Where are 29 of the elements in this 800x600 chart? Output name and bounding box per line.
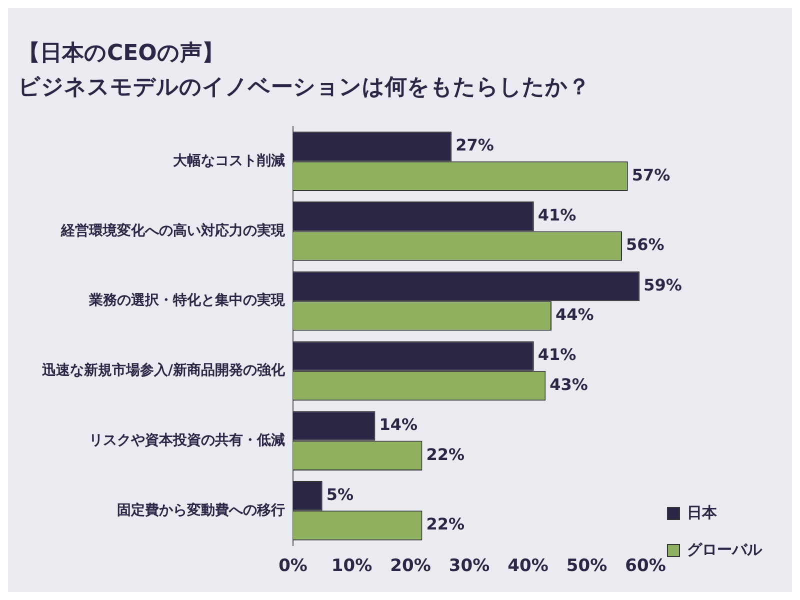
chart-subtitle: ビジネスモデルのイノベーションは何をもたらしたか？ — [18, 74, 591, 102]
data-label: 43% — [550, 374, 588, 394]
data-label: 5% — [326, 484, 354, 504]
y-tick-label: 経営環境変化への高い対応力の実現 — [60, 222, 286, 239]
x-tick-label: 20% — [390, 556, 431, 576]
x-tick-label: 0% — [278, 556, 308, 576]
data-label: 56% — [626, 235, 664, 254]
data-label: 27% — [456, 136, 494, 155]
data-label: 22% — [426, 444, 465, 464]
data-label: 44% — [556, 305, 594, 324]
data-label: 59% — [644, 275, 682, 294]
y-tick-label: 固定費から変動費への移行 — [117, 501, 285, 518]
legend-label: 日本 — [687, 503, 718, 522]
data-label: 22% — [426, 514, 465, 534]
x-tick-label: 60% — [625, 556, 666, 576]
x-tick-label: 30% — [448, 556, 490, 576]
y-tick-label: 迅速な新規市場参入/新商品開発の強化 — [40, 362, 286, 379]
y-tick-label: 大幅なコスト削減 — [173, 152, 285, 169]
y-tick-label: 業務の選択・特化と集中の実現 — [88, 292, 286, 309]
data-label: 41% — [538, 206, 576, 225]
data-label: 14% — [379, 415, 418, 434]
data-label: 41% — [538, 345, 576, 364]
data-label: 57% — [632, 165, 670, 184]
y-tick-label: リスクや資本投資の共有・低減 — [89, 432, 285, 448]
legend-label: グローバル — [687, 540, 763, 558]
chart-title: 【日本のCEOの声】 — [18, 40, 225, 68]
x-tick-label: 10% — [331, 556, 372, 576]
x-tick-label: 50% — [566, 556, 608, 576]
x-tick-label: 40% — [508, 556, 548, 576]
